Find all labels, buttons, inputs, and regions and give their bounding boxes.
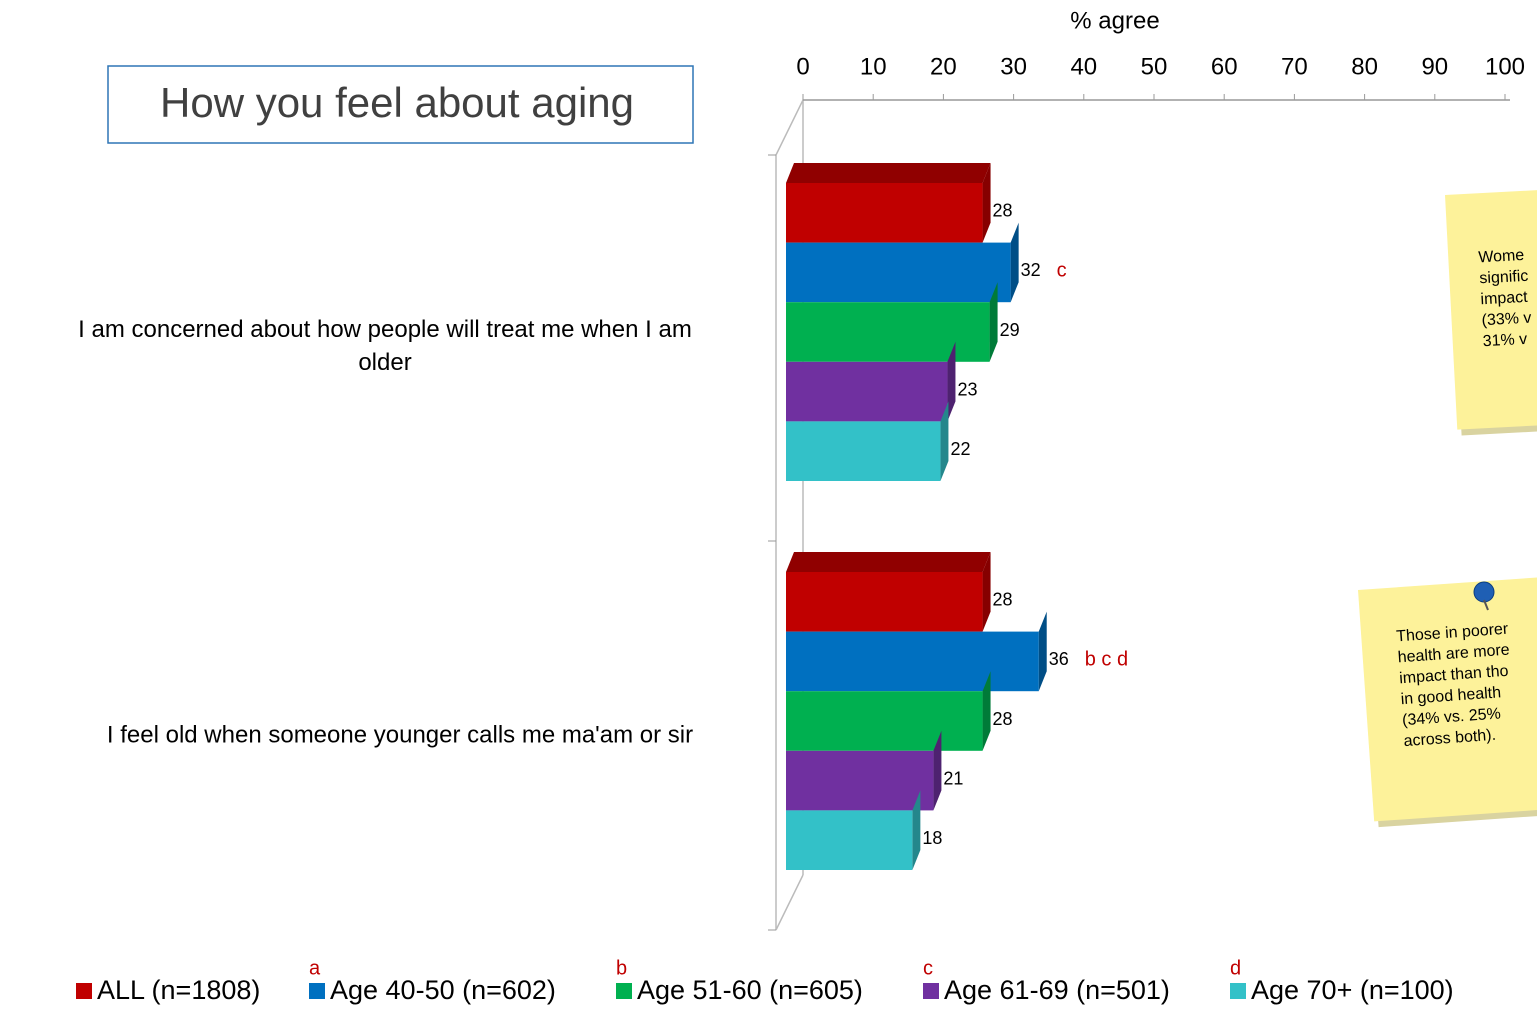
value-label: 29 <box>1000 320 1020 340</box>
bar <box>786 810 913 870</box>
value-label: 32 <box>1021 260 1041 280</box>
bar-side <box>933 730 942 811</box>
bar-side <box>940 401 949 481</box>
legend-swatch <box>1230 983 1246 999</box>
legend-label: Age 51-60 (n=605) <box>637 975 863 1005</box>
note-line: impact <box>1480 289 1529 308</box>
note-paper <box>1358 576 1537 822</box>
x-tick-label: 100 <box>1485 53 1525 80</box>
legend-letter: c <box>923 957 933 979</box>
bar <box>786 572 983 632</box>
bar-side <box>982 552 991 632</box>
legend-letter: a <box>309 957 321 979</box>
x-tick-label: 10 <box>860 53 887 80</box>
value-label: 21 <box>943 768 963 788</box>
category-label-line: older <box>358 349 411 376</box>
bar <box>786 631 1039 692</box>
category-label: I am concerned about how people will tre… <box>78 316 692 376</box>
legend-swatch <box>923 983 939 999</box>
value-label: 28 <box>993 709 1013 729</box>
x-tick-label: 90 <box>1421 53 1448 80</box>
x-tick-label: 20 <box>930 53 957 80</box>
bar <box>786 183 983 243</box>
bar-side <box>912 790 921 870</box>
legend-label: Age 70+ (n=100) <box>1251 975 1454 1005</box>
value-label: 22 <box>950 439 970 459</box>
note-line: in good health <box>1400 685 1501 709</box>
x-tick-label: 40 <box>1070 53 1097 80</box>
pin <box>1473 581 1495 603</box>
bar-side <box>947 341 956 422</box>
sticky-note: Those in poorerhealth are moreimpact tha… <box>1358 576 1537 828</box>
bar <box>786 361 948 422</box>
value-label: 23 <box>957 379 977 399</box>
bar <box>786 421 941 481</box>
bar-side <box>1038 611 1047 692</box>
bar <box>786 242 1011 303</box>
x-tick-label: 60 <box>1211 53 1238 80</box>
significance-label: c <box>1057 260 1067 282</box>
note-text: Wome significimpact (33% v31% v <box>1478 247 1533 350</box>
legend-letter: d <box>1230 957 1241 979</box>
bar-side <box>982 671 991 751</box>
value-label: 28 <box>993 590 1013 610</box>
legend-swatch <box>309 983 325 999</box>
x-tick-label: 50 <box>1141 53 1168 80</box>
legend-swatch <box>76 983 92 999</box>
bar-side <box>982 163 991 243</box>
legend-swatch <box>616 983 632 999</box>
bar-top <box>786 552 991 572</box>
note-paper <box>1445 188 1537 430</box>
legend-label: Age 40-50 (n=602) <box>330 975 556 1005</box>
bar-side <box>1010 222 1019 303</box>
note-line: 31% v <box>1482 331 1527 350</box>
title-box <box>107 65 694 144</box>
x-tick-label: 70 <box>1281 53 1308 80</box>
significance-label: b c d <box>1085 649 1128 671</box>
note-line: across both). <box>1403 727 1496 750</box>
x-tick-label: 30 <box>1000 53 1027 80</box>
note-line: (33% v <box>1481 310 1532 330</box>
legend-label: Age 61-69 (n=501) <box>944 975 1170 1005</box>
value-label: 28 <box>993 201 1013 221</box>
note-line: signific <box>1479 268 1529 288</box>
note-line: Wome <box>1478 247 1525 266</box>
bar <box>786 750 934 811</box>
sticky-note: Wome significimpact (33% v31% v <box>1445 188 1537 436</box>
x-axis-label: % agree <box>1070 7 1159 34</box>
bar <box>786 302 990 362</box>
bar-top <box>786 163 991 183</box>
legend-letter: b <box>616 957 627 979</box>
x-tick-label: 80 <box>1351 53 1378 80</box>
value-label: 18 <box>922 828 942 848</box>
legend-label: ALL (n=1808) <box>97 975 260 1005</box>
bar <box>786 691 983 751</box>
note-line: (34% vs. 25% <box>1402 706 1502 730</box>
title: How you feel about aging <box>160 79 634 126</box>
pin-needle <box>1483 599 1489 611</box>
bar-side <box>989 282 998 362</box>
value-label: 36 <box>1049 649 1069 669</box>
category-label: I feel old when someone younger calls me… <box>107 721 693 748</box>
category-label-line: I am concerned about how people will tre… <box>78 316 692 343</box>
x-tick-label: 0 <box>796 53 809 80</box>
